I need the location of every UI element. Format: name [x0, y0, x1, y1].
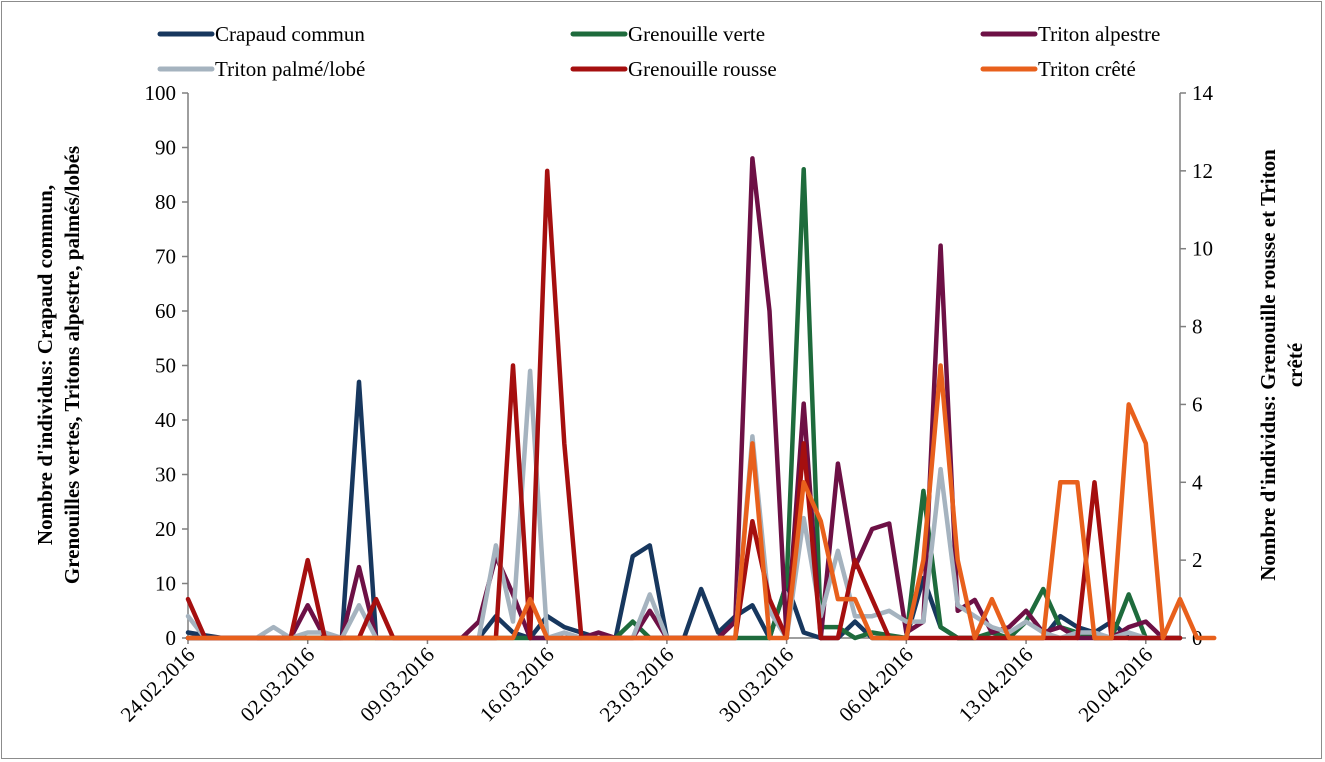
- right-axis-title-line: crêté: [1283, 343, 1307, 387]
- left-tick-label: 30: [155, 463, 176, 487]
- series-line-triton-cr-t-: [185, 363, 1217, 641]
- left-tick-label: 40: [155, 408, 176, 432]
- legend: Crapaud commun Grenouille verte Triton alp…: [157, 22, 1160, 81]
- x-tick-label: 06.04.2016: [834, 643, 918, 727]
- left-tick-label: 50: [155, 354, 176, 378]
- right-tick-label: 8: [1192, 315, 1203, 339]
- left-tick-label: 20: [155, 517, 176, 541]
- series-line-crapaud-commun: [185, 379, 1183, 641]
- legend-label: Triton palmé/lobé: [215, 57, 365, 81]
- left-axis-title-line: Nombre d'individus: Crapaud commun,: [33, 185, 57, 545]
- series-line-grenouille-verte: [185, 167, 1183, 641]
- x-tick-label: 02.03.2016: [235, 643, 319, 727]
- x-tick-label: 23.03.2016: [595, 643, 679, 727]
- x-tick-label: 13.04.2016: [954, 643, 1038, 727]
- left-tick-label: 60: [155, 299, 176, 323]
- left-tick-label: 10: [155, 572, 176, 596]
- right-tick-label: 6: [1192, 392, 1203, 416]
- x-tick-label: 20.04.2016: [1074, 643, 1158, 727]
- legend-label: Triton alpestre: [1038, 22, 1160, 46]
- x-tick-label: 16.03.2016: [475, 643, 559, 727]
- axis-titles: Nombre d'individus: Crapaud commun, Greno…: [33, 146, 1307, 584]
- x-tick-label: 24.02.2016: [116, 643, 200, 727]
- right-tick-label: 14: [1192, 81, 1214, 105]
- left-tick-label: 80: [155, 190, 176, 214]
- series-lines: [185, 156, 1217, 641]
- left-axis-title: Nombre d'individus: Crapaud commun, Greno…: [33, 146, 84, 584]
- series-line-grenouille-rousse: [185, 168, 1183, 641]
- x-tick-label: 30.03.2016: [714, 643, 798, 727]
- x-tick-label: 09.03.2016: [355, 643, 439, 727]
- left-tick-label: 0: [166, 626, 177, 650]
- legend-label: Triton crêté: [1038, 57, 1136, 81]
- series-line-triton-alpestre: [185, 156, 1183, 641]
- left-tick-label: 70: [155, 245, 176, 269]
- right-tick-label: 4: [1192, 470, 1203, 494]
- left-axis-title-line: Grenouilles vertes, Tritons alpestre, pa…: [60, 146, 84, 584]
- right-tick-label: 10: [1192, 237, 1213, 261]
- right-axis-title-line: Nombre d'individus: Grenouille rousse et…: [1256, 149, 1280, 581]
- right-tick-label: 2: [1192, 548, 1203, 572]
- legend-label: Grenouille verte: [628, 22, 765, 46]
- legend-label: Crapaud commun: [215, 22, 365, 46]
- left-tick-label: 90: [155, 136, 176, 160]
- series-line-triton-palm-lob-: [185, 368, 1183, 641]
- legend-label: Grenouille rousse: [628, 57, 777, 81]
- right-tick-label: 12: [1192, 159, 1213, 183]
- right-axis-title: Nombre d'individus: Grenouille rousse et…: [1256, 149, 1307, 581]
- left-tick-label: 100: [145, 81, 177, 105]
